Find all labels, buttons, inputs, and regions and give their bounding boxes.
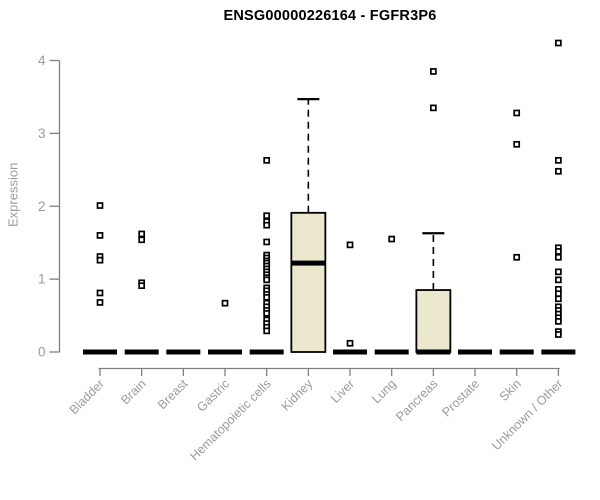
outlier-point bbox=[263, 310, 271, 317]
outlier-point bbox=[555, 276, 562, 284]
median-line bbox=[333, 349, 368, 355]
x-tick-label: Breast bbox=[155, 376, 191, 412]
outlier-point bbox=[138, 230, 146, 238]
outlier-point bbox=[388, 235, 396, 243]
outlier-point bbox=[430, 68, 437, 75]
x-tick-label: Brain bbox=[118, 377, 149, 408]
x-tick-label: Unknown / Other bbox=[489, 377, 565, 453]
median-line bbox=[499, 349, 534, 355]
outlier-point bbox=[513, 109, 521, 117]
outlier-point bbox=[96, 299, 104, 306]
outlier-point bbox=[263, 221, 271, 229]
outlier-point bbox=[346, 241, 354, 249]
median-line bbox=[291, 260, 326, 266]
outlier-point bbox=[555, 290, 562, 298]
outlier-point bbox=[513, 140, 521, 148]
outlier-point bbox=[555, 167, 562, 175]
x-tick-label: Gastric bbox=[194, 377, 232, 415]
outlier-point bbox=[263, 212, 271, 220]
y-tick-label: 4 bbox=[38, 53, 46, 68]
outlier-point bbox=[555, 331, 562, 338]
x-tick-label: Prostate bbox=[439, 377, 482, 420]
y-tick-label: 0 bbox=[38, 345, 46, 360]
outlier-point bbox=[138, 282, 146, 290]
median-line bbox=[208, 349, 243, 355]
x-tick-label: Lung bbox=[369, 377, 399, 407]
x-tick-label: Pancreas bbox=[393, 377, 440, 424]
x-tick-label: Skin bbox=[497, 377, 524, 404]
outlier-point bbox=[263, 293, 271, 301]
x-tick-label: Liver bbox=[328, 377, 357, 406]
outlier-point bbox=[555, 253, 562, 261]
median-line bbox=[83, 349, 117, 355]
outlier-point bbox=[555, 156, 562, 164]
y-tick-label: 1 bbox=[38, 272, 46, 287]
outlier-point bbox=[96, 256, 104, 264]
outlier-point bbox=[430, 104, 437, 112]
outlier-point bbox=[138, 236, 146, 244]
outlier-point bbox=[555, 39, 562, 47]
outlier-point bbox=[555, 318, 562, 325]
outlier-point bbox=[96, 232, 104, 239]
outlier-point bbox=[221, 299, 229, 307]
outlier-point bbox=[263, 327, 271, 335]
median-line bbox=[249, 349, 284, 355]
outlier-point bbox=[513, 253, 521, 261]
median-line bbox=[166, 349, 201, 355]
median-line bbox=[458, 349, 493, 355]
x-tick-label: Kidney bbox=[279, 376, 316, 413]
y-tick-label: 3 bbox=[38, 126, 46, 141]
chart-title: ENSG00000226164 - FGFR3P6 bbox=[223, 8, 437, 24]
x-tick-label: Hematopoietic cells bbox=[187, 377, 274, 464]
median-line bbox=[416, 349, 451, 355]
y-tick-label: 2 bbox=[38, 199, 46, 214]
outlier-point bbox=[555, 248, 562, 255]
median-line bbox=[124, 349, 159, 355]
box-kidney bbox=[290, 211, 327, 353]
median-line bbox=[541, 349, 576, 355]
outlier-point bbox=[555, 268, 562, 276]
outlier-point bbox=[263, 156, 271, 164]
outlier-point bbox=[263, 276, 271, 284]
outlier-point bbox=[96, 289, 104, 297]
x-tick-label: Bladder bbox=[67, 377, 107, 417]
median-line bbox=[374, 349, 409, 355]
outlier-point bbox=[263, 238, 271, 246]
outlier-point bbox=[346, 339, 354, 347]
box-pancreas bbox=[415, 289, 452, 353]
outlier-point bbox=[96, 202, 104, 209]
outlier-point bbox=[555, 295, 562, 303]
